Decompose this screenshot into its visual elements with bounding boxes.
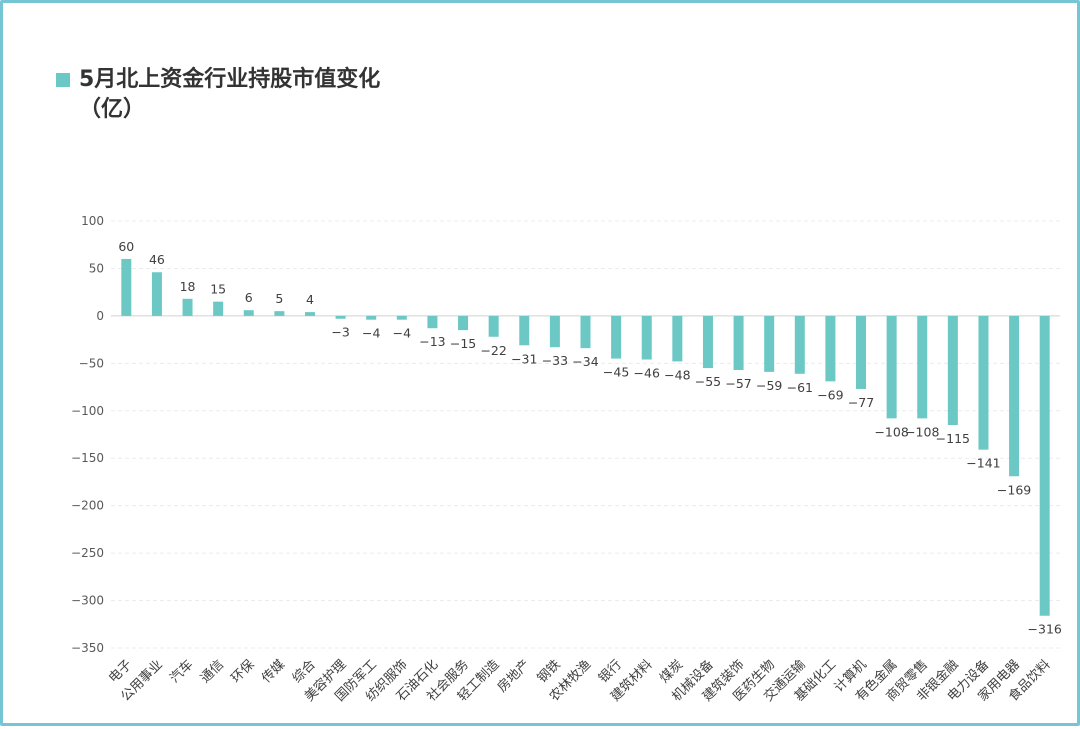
data-label: −115 (936, 431, 970, 446)
data-label: −22 (480, 343, 506, 358)
data-label: 46 (149, 252, 165, 267)
data-label: 6 (245, 290, 253, 305)
data-label: −141 (966, 456, 1000, 471)
bar (274, 311, 285, 316)
bar (764, 315, 775, 372)
bar (335, 315, 346, 319)
bar (549, 315, 560, 348)
data-labels: 60 46 18 15 6 5 4 −3 −4 −4 −13 −15 −22 −31 −33 −34 −45 −4… (118, 239, 1062, 637)
data-label: −61 (787, 380, 813, 395)
y-tick-label: −100 (71, 404, 104, 418)
bar (427, 315, 438, 329)
bar (733, 315, 744, 370)
data-label: −15 (450, 336, 476, 351)
data-label: −59 (756, 378, 782, 393)
bar (641, 315, 652, 360)
bar (213, 301, 224, 316)
data-label: −316 (1028, 622, 1062, 637)
bar (488, 315, 499, 337)
category-label: 环保 (229, 657, 258, 686)
data-label: 60 (118, 239, 134, 254)
bar (580, 315, 591, 349)
data-label: −34 (572, 354, 598, 369)
y-tick-label: 50 (89, 261, 104, 275)
data-label: −46 (634, 366, 660, 381)
y-tick-label: 100 (81, 214, 104, 228)
bar (947, 315, 958, 426)
data-label: −108 (874, 424, 908, 439)
y-tick-label: −350 (71, 641, 104, 655)
y-tick-label: −150 (71, 451, 104, 465)
data-label: 5 (275, 291, 283, 306)
y-tick-label: −250 (71, 546, 104, 560)
category-label: 通信 (198, 657, 227, 686)
bar (151, 272, 162, 316)
bar (886, 315, 897, 419)
y-tick-label: −300 (71, 594, 104, 608)
category-label: 房地产 (494, 657, 533, 696)
legend-swatch (56, 73, 70, 87)
data-label: −108 (905, 424, 939, 439)
category-label: 汽车 (167, 657, 197, 687)
bars (121, 258, 1050, 616)
data-label: −4 (362, 326, 380, 341)
data-label: −3 (331, 325, 349, 340)
bar (304, 312, 315, 316)
bar (182, 298, 193, 316)
data-label: −45 (603, 365, 629, 380)
data-label: −48 (664, 367, 690, 382)
bar (794, 315, 805, 374)
bar (978, 315, 989, 450)
y-tick-label: −200 (71, 499, 104, 513)
data-label: −4 (393, 326, 411, 341)
bar (672, 315, 683, 362)
bar (702, 315, 713, 369)
bar (121, 258, 132, 316)
bar (611, 315, 622, 359)
data-label: −57 (725, 376, 751, 391)
category-label: 传媒 (259, 657, 288, 686)
data-label: −33 (542, 353, 568, 368)
data-label: −31 (511, 351, 537, 366)
bar (1009, 315, 1020, 477)
data-label: −169 (997, 482, 1031, 497)
data-label: −77 (848, 395, 874, 410)
data-label: −13 (419, 334, 445, 349)
data-label: 15 (210, 282, 226, 297)
bar (519, 315, 530, 346)
bar (856, 315, 867, 389)
bar (366, 315, 377, 320)
data-label: −69 (817, 387, 843, 402)
data-label: 4 (306, 292, 314, 307)
data-label: 18 (180, 279, 196, 294)
bar (917, 315, 928, 419)
y-axis: 100 50 0 −50 −100 −150 −200 −250 −300 −350 (71, 214, 104, 655)
data-label: −55 (695, 374, 721, 389)
bar (243, 310, 254, 316)
y-tick-label: 0 (96, 309, 104, 323)
bar (458, 315, 469, 331)
y-tick-label: −50 (79, 356, 104, 370)
bar (1039, 315, 1050, 616)
chart-title: 5月北上资金行业持股市值变化 （亿） (79, 67, 381, 122)
bar (396, 315, 407, 320)
bar (825, 315, 836, 382)
